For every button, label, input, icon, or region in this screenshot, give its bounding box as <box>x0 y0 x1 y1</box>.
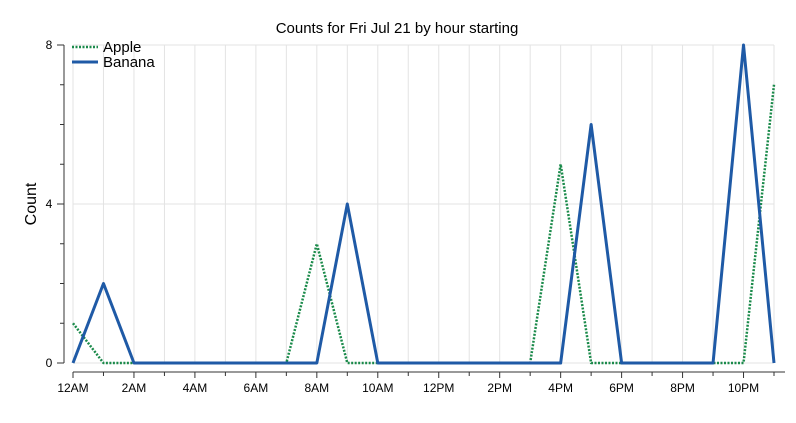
x-tick-label: 2AM <box>122 381 147 395</box>
series-line-apple <box>72 84 776 365</box>
series-line-banana <box>71 43 776 365</box>
x-tick-label: 2PM <box>487 381 512 395</box>
y-axis-label: Count <box>23 182 40 225</box>
x-tick-label: 4AM <box>183 381 208 395</box>
x-tick-label: 4PM <box>548 381 573 395</box>
x-tick-label: 8PM <box>670 381 695 395</box>
y-tick-label: 4 <box>46 197 53 211</box>
x-tick-label: 10AM <box>362 381 393 395</box>
grid <box>72 44 775 364</box>
x-tick-label: 10PM <box>728 381 759 395</box>
y-tick-label: 0 <box>46 356 53 370</box>
legend-label-banana: Banana <box>103 54 155 71</box>
x-tick-label: 8AM <box>304 381 329 395</box>
legend-label-apple: Apple <box>103 39 141 56</box>
x-tick-label: 6AM <box>244 381 269 395</box>
x-tick-label: 12AM <box>57 381 88 395</box>
series-layer <box>71 43 776 365</box>
y-tick-label: 8 <box>46 38 53 52</box>
chart-title: Counts for Fri Jul 21 by hour starting <box>276 20 519 37</box>
axes: 0 4 8 12AM 2AM 4AM 6AM 8AM 10AM 12PM 2PM 4PM 6PM 8PM 1… <box>46 38 785 395</box>
x-tick-label: 12PM <box>423 381 454 395</box>
x-tick-label: 6PM <box>609 381 634 395</box>
